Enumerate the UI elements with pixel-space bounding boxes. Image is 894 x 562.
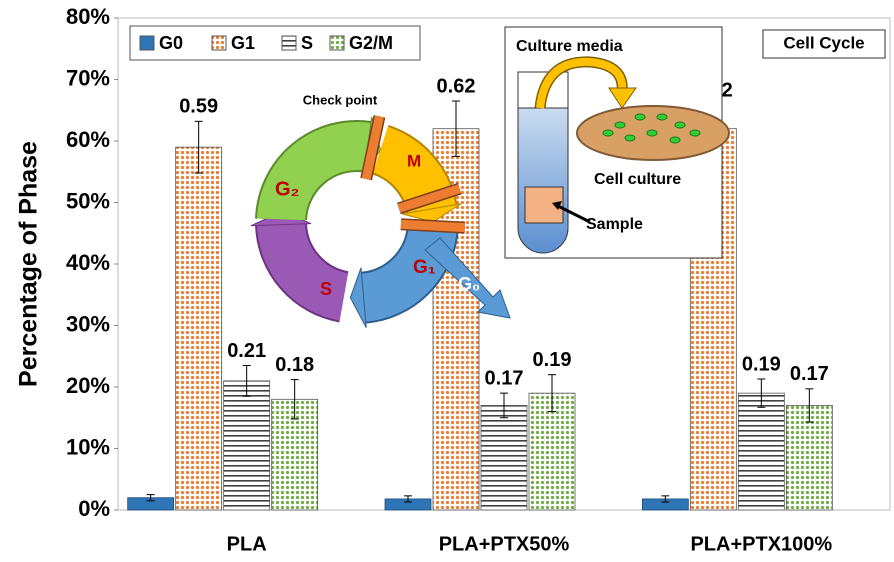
error-bar [404, 495, 412, 503]
legend-swatch [329, 35, 345, 51]
y-tick-label: 10% [66, 434, 110, 459]
error-bar [242, 364, 251, 397]
y-tick-label: 20% [66, 373, 110, 398]
legend-swatch [281, 35, 297, 51]
y-tick-label: 0% [78, 496, 110, 521]
diagram-label: G₂ [275, 178, 299, 200]
bar [223, 380, 271, 511]
data-label: 0.17 [485, 367, 524, 389]
cell [656, 113, 668, 121]
data-label: 0.18 [275, 354, 314, 376]
data-label: 0.62 [437, 75, 476, 97]
diagram-label: M [407, 151, 421, 170]
diagram-label: G₁ [413, 257, 436, 278]
error-bar [661, 495, 670, 503]
y-tick-label: 70% [66, 65, 110, 90]
y-tick-label: 40% [66, 250, 110, 275]
cell [634, 113, 646, 121]
error-bar [757, 378, 766, 408]
error-bar [146, 494, 155, 502]
legend-swatch [139, 35, 155, 51]
y-tick-label: 80% [66, 4, 110, 29]
legend-swatch [211, 35, 227, 51]
legend-label: G1 [231, 33, 255, 53]
box-title: Cell Cycle [783, 33, 864, 52]
diagram-label: S [320, 279, 332, 299]
bar [785, 405, 833, 511]
bar [175, 146, 223, 511]
legend-label: S [301, 33, 313, 53]
error-bar [500, 392, 508, 419]
diagram-label: Check point [303, 92, 378, 107]
cell [669, 136, 681, 144]
cell [646, 129, 658, 137]
legend-label: G0 [159, 33, 183, 53]
error-bar [290, 379, 299, 420]
data-label: 0.19 [533, 349, 572, 371]
x-tick-label: PLA+PTX100% [690, 533, 832, 555]
cell [674, 121, 686, 129]
x-tick-label: PLA+PTX50% [439, 533, 570, 555]
legend: G0 G1 S G2/M [129, 25, 421, 61]
cell [614, 121, 626, 129]
diagram-label: G₀ [458, 274, 480, 294]
bar [737, 392, 785, 511]
cell [689, 129, 701, 137]
checkpoint [361, 115, 384, 180]
x-tick-label: PLA [227, 533, 267, 555]
y-tick-label: 50% [66, 188, 110, 213]
y-axis-title: Percentage of Phase [15, 141, 43, 387]
y-tick-label: 60% [66, 127, 110, 152]
data-label: 0.21 [227, 340, 266, 362]
diagram-label: Culture media [516, 38, 623, 55]
diagram-label: Cell culture [594, 171, 681, 188]
error-bar [805, 388, 814, 423]
error-bar [548, 374, 556, 413]
checkpoint [400, 219, 466, 233]
diagram-label: Sample [586, 216, 643, 233]
y-tick-label: 30% [66, 311, 110, 336]
cell [624, 134, 636, 142]
bar [528, 392, 576, 511]
data-label: 0.17 [790, 363, 829, 385]
error-bar [194, 120, 203, 174]
legend-label: G2/M [349, 33, 393, 53]
error-bar [452, 100, 460, 157]
g0-arrow [424, 237, 511, 319]
data-label: 0.19 [742, 353, 781, 375]
data-label: 0.59 [179, 96, 218, 118]
bar [480, 405, 528, 511]
checkpoint [397, 184, 462, 213]
cell [602, 129, 614, 137]
